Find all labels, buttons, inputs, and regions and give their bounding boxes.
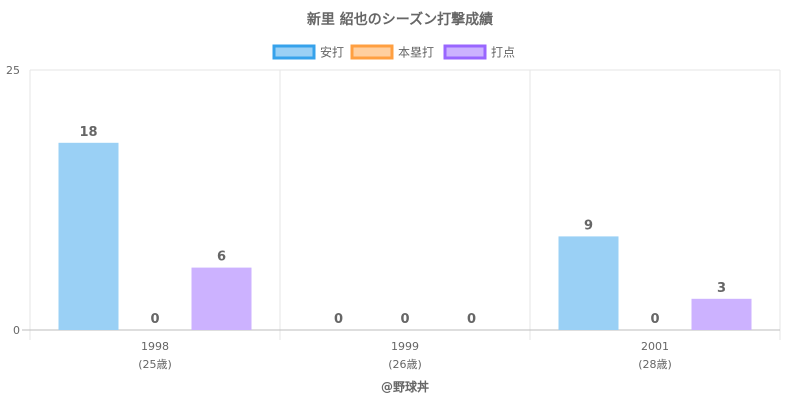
- bar: [558, 236, 619, 330]
- x-tick-age-label: (25歳): [138, 358, 172, 371]
- legend: 安打 本塁打 打点: [272, 44, 515, 60]
- legend-swatch: [272, 44, 316, 60]
- data-label: 9: [584, 218, 593, 233]
- data-label: 0: [334, 312, 343, 327]
- x-tick-label: 1999: [391, 340, 419, 353]
- x-tick-label: 2001: [641, 340, 669, 353]
- chart-title: 新里 紹也のシーズン打撃成績: [307, 11, 493, 28]
- x-axis: 1998 (25歳) 1999 (26歳) 2001 (28歳): [138, 340, 672, 371]
- data-label: 0: [650, 312, 659, 327]
- bar: [58, 142, 119, 330]
- data-label: 0: [150, 312, 159, 327]
- bar: [191, 267, 252, 330]
- grid: [22, 69, 781, 340]
- data-label: 6: [217, 250, 226, 265]
- legend-swatch: [443, 44, 487, 60]
- legend-label: 本塁打: [398, 46, 434, 60]
- bar: [691, 298, 752, 330]
- data-label: 18: [79, 125, 97, 140]
- y-axis: 0 25: [6, 64, 20, 337]
- credit-text: @野球丼: [381, 379, 429, 394]
- x-tick-age-label: (28歳): [638, 358, 672, 371]
- legend-label: 安打: [320, 45, 344, 60]
- legend-swatch: [350, 44, 394, 60]
- x-tick-label: 1998: [141, 340, 169, 353]
- data-label: 0: [400, 312, 409, 327]
- data-label: 3: [717, 281, 726, 296]
- value-labels: 18 0 6 0 0 0 9 0 3: [79, 125, 726, 327]
- y-tick-label: 0: [13, 324, 20, 337]
- y-tick-label: 25: [6, 64, 20, 77]
- bars: [58, 142, 752, 330]
- x-tick-age-label: (26歳): [388, 358, 422, 371]
- legend-label: 打点: [491, 46, 515, 60]
- data-label: 0: [467, 312, 476, 327]
